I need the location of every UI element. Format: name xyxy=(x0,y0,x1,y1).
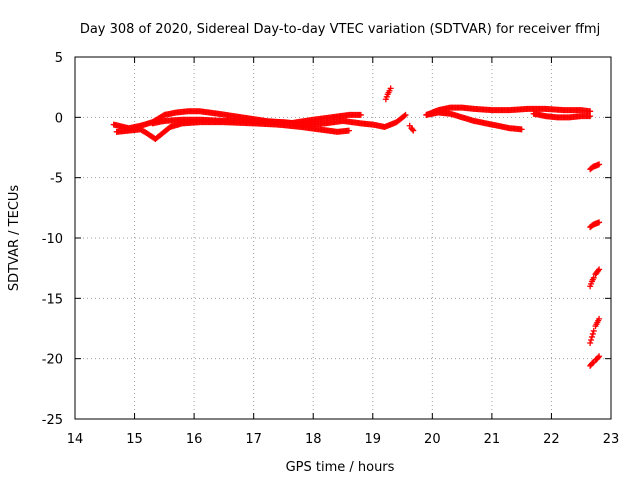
data-point xyxy=(345,127,352,134)
data-point xyxy=(596,353,603,360)
series-track-d xyxy=(382,85,394,103)
series-track-l xyxy=(587,315,603,346)
y-tick-label: -5 xyxy=(50,172,63,187)
y-tick-label: -15 xyxy=(42,292,63,307)
data-point xyxy=(409,126,416,133)
data-point xyxy=(596,219,603,226)
data-point xyxy=(387,85,394,92)
data-points xyxy=(110,85,603,369)
series-track-k xyxy=(587,266,603,290)
data-point xyxy=(595,354,602,361)
data-point xyxy=(596,315,603,322)
series-track-h xyxy=(530,110,594,121)
x-tick-label: 14 xyxy=(67,432,84,447)
data-point xyxy=(518,126,525,133)
x-tick-label: 16 xyxy=(186,432,203,447)
x-tick-label: 17 xyxy=(245,432,262,447)
y-tick-label: 0 xyxy=(55,111,63,126)
series-track-m xyxy=(587,353,603,369)
x-tick-label: 20 xyxy=(424,432,441,447)
series-track-j xyxy=(587,219,603,231)
data-point xyxy=(588,333,595,340)
series-track-f xyxy=(423,104,594,118)
y-axis-title: SDTVAR / TECUs xyxy=(7,185,22,292)
x-tick-label: 22 xyxy=(543,432,560,447)
x-axis-title: GPS time / hours xyxy=(286,460,395,475)
data-point xyxy=(590,327,597,334)
y-tick-label: -25 xyxy=(42,413,63,428)
y-tick-labels: 5 0 -5 -10 -15 -20 -25 xyxy=(42,51,63,428)
y-tick-label: -10 xyxy=(42,232,63,247)
data-point xyxy=(357,111,364,118)
series-track-g xyxy=(423,109,525,133)
data-point xyxy=(587,113,594,120)
y-tick-label: -20 xyxy=(42,353,63,368)
x-tick-label: 19 xyxy=(365,432,382,447)
x-tick-label: 23 xyxy=(603,432,620,447)
x-tick-label: 18 xyxy=(305,432,322,447)
series-track-e xyxy=(406,122,417,134)
x-tick-label: 21 xyxy=(484,432,501,447)
data-point xyxy=(590,274,597,281)
data-point xyxy=(401,112,408,119)
data-point xyxy=(595,267,602,274)
chart-title: Day 308 of 2020, Sidereal Day-to-day VTE… xyxy=(80,22,600,37)
x-tick-labels: 14 15 16 17 18 19 20 21 22 23 xyxy=(67,432,620,447)
axis-ticks xyxy=(74,56,612,420)
data-point xyxy=(410,127,417,134)
data-point xyxy=(596,161,603,168)
y-tick-label: 5 xyxy=(55,51,63,66)
series-track-i xyxy=(587,161,603,173)
data-point xyxy=(596,266,603,273)
data-point xyxy=(589,330,596,337)
series-track-c xyxy=(149,111,409,130)
data-point xyxy=(588,336,595,343)
data-point xyxy=(587,339,594,346)
x-tick-label: 15 xyxy=(126,432,143,447)
data-point xyxy=(402,111,409,118)
